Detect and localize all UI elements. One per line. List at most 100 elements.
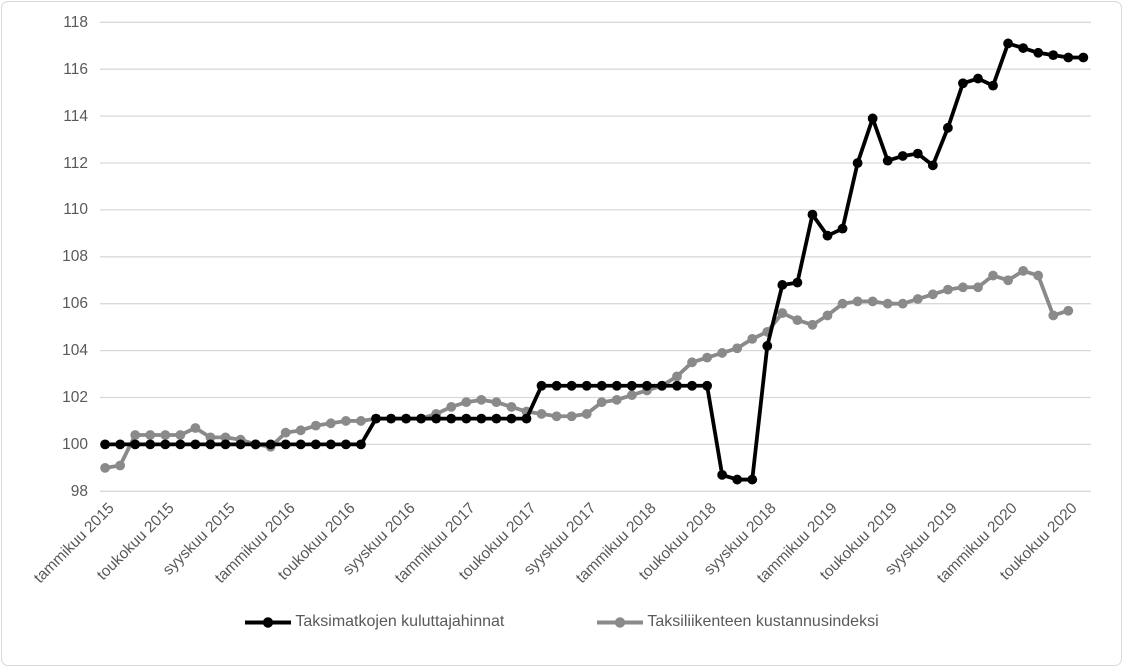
data-point [777, 308, 788, 318]
data-point [973, 73, 983, 84]
data-point [250, 439, 261, 450]
data-point [115, 439, 126, 450]
data-point [506, 413, 517, 424]
data-point [807, 319, 818, 330]
data-point [702, 380, 712, 391]
data-point [1018, 265, 1029, 276]
data-point [175, 439, 186, 450]
data-point [145, 439, 156, 450]
data-point [431, 413, 442, 424]
data-point [566, 380, 577, 391]
data-point [461, 413, 472, 424]
gridlines [100, 21, 1091, 492]
y-tick-label: 100 [62, 435, 88, 453]
data-point [476, 394, 487, 405]
y-tick-label: 110 [63, 201, 88, 219]
legend-label: Taksimatkojen kuluttajahinnat [295, 613, 505, 630]
data-point [295, 439, 306, 450]
data-point [1063, 305, 1074, 316]
y-tick-label: 118 [63, 13, 88, 31]
data-point [792, 315, 803, 326]
data-point [747, 474, 758, 485]
data-point [551, 411, 562, 422]
data-point [325, 439, 336, 450]
data-point [912, 148, 923, 159]
data-point [446, 413, 457, 424]
data-point [657, 380, 667, 391]
legend-item-taksimatkojen-kuluttajahinnat: Taksimatkojen kuluttajahinnat [244, 613, 504, 631]
legend-label: Taksiliikenteen kustannusindeksi [647, 613, 879, 630]
data-point [175, 430, 186, 440]
data-point [897, 151, 908, 161]
data-point [626, 380, 637, 391]
data-point [145, 430, 156, 440]
series-taksimatkojen-kuluttajahinnat [100, 38, 1089, 485]
data-point [280, 427, 291, 438]
data-point [265, 439, 276, 450]
data-point [943, 284, 953, 295]
y-tick-label: 108 [62, 248, 88, 266]
data-point [386, 413, 396, 424]
data-point [672, 371, 682, 382]
data-point [506, 401, 517, 412]
data-point [220, 439, 231, 450]
data-point [130, 439, 141, 450]
series-taksiliikenteen-kustannusindeksi [100, 265, 1074, 473]
data-point [852, 296, 863, 307]
data-point [596, 380, 607, 391]
data-point [897, 298, 908, 309]
data-point [295, 425, 306, 436]
data-point [732, 474, 743, 485]
data-point [882, 298, 893, 309]
data-point [807, 209, 818, 220]
y-tick-label: 98 [70, 482, 88, 500]
data-point [882, 155, 893, 166]
legend-item-taksiliikenteen-kustannusindeksi: Taksiliikenteen kustannusindeksi [596, 613, 879, 631]
data-point [958, 282, 968, 293]
y-tick-label: 106 [62, 295, 88, 313]
y-tick-label: 114 [63, 107, 88, 125]
data-point [792, 277, 803, 288]
data-point [476, 413, 487, 424]
data-point [626, 390, 637, 401]
data-point [1018, 43, 1029, 53]
data-point [596, 397, 607, 408]
data-point [310, 439, 321, 450]
data-point [867, 296, 878, 307]
data-point [325, 418, 336, 429]
data-point [536, 380, 547, 391]
data-point [1048, 50, 1059, 61]
data-point [837, 298, 848, 309]
data-point [130, 430, 141, 440]
data-point [341, 439, 351, 450]
data-point [927, 289, 938, 300]
y-tick-label: 112 [63, 154, 88, 172]
data-point [190, 439, 201, 450]
data-point [235, 439, 246, 450]
y-tick-label: 102 [62, 389, 88, 406]
data-point [160, 439, 171, 450]
data-point [943, 122, 953, 133]
series-line [103, 268, 1071, 470]
y-tick-label: 104 [62, 342, 88, 360]
data-point [341, 416, 351, 426]
data-point [988, 80, 998, 91]
data-point [988, 270, 998, 281]
data-point [310, 420, 321, 431]
series-line [103, 41, 1086, 482]
data-point [1003, 38, 1013, 49]
data-point [822, 310, 833, 321]
data-point [717, 348, 728, 358]
data-point [687, 380, 697, 391]
data-point [958, 78, 968, 89]
data-point [521, 413, 532, 424]
data-point [912, 294, 923, 304]
data-point [491, 413, 502, 424]
data-point [551, 380, 562, 391]
data-point [566, 411, 577, 422]
data-point [973, 282, 983, 293]
data-point [446, 401, 457, 412]
legend-marker-gray-line-icon [597, 616, 644, 628]
